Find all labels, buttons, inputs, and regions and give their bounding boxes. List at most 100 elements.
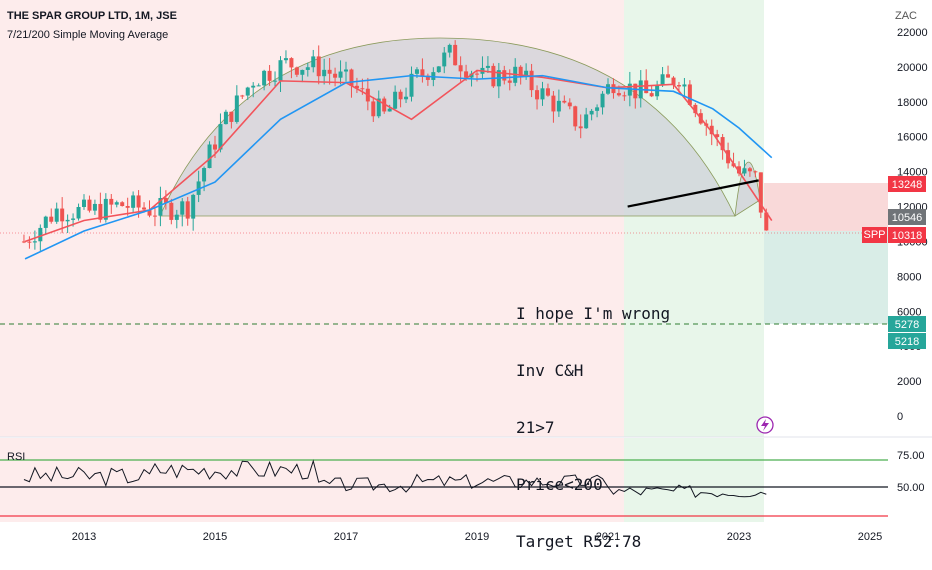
currency-label: ZAC (895, 10, 917, 22)
chart-canvas[interactable]: 0200040006000800010000120001400016000180… (0, 0, 932, 550)
candle-body (38, 227, 43, 242)
candle-body (305, 67, 310, 70)
candle-body (71, 218, 76, 220)
candle-body (27, 241, 32, 243)
candle-body (589, 110, 594, 115)
candle-body (742, 168, 747, 174)
tag-mid: 10546 (892, 212, 923, 224)
candle-body (693, 104, 698, 114)
candle-body (229, 111, 234, 122)
candle-body (414, 69, 419, 74)
candle-body (273, 80, 278, 82)
candle-body (540, 88, 545, 100)
candle-body (152, 215, 157, 217)
y-tick-label: 14000 (897, 167, 928, 179)
candle-body (256, 85, 261, 87)
price-axis: 0200040006000800010000120001400016000180… (897, 27, 928, 423)
candle-body (223, 111, 228, 125)
candle-body (567, 102, 572, 107)
candle-body (382, 98, 387, 112)
candle-body (82, 199, 86, 208)
bullish-background (624, 0, 764, 437)
candle-body (32, 241, 37, 243)
candle-body (671, 77, 676, 86)
candle-body (447, 44, 452, 53)
target-zone (764, 231, 888, 324)
candle-body (109, 198, 114, 205)
note-line-1: I hope I'm wrong (516, 304, 671, 323)
candle-body (349, 69, 354, 86)
tag-mid-bg (888, 209, 926, 225)
candle-body (616, 93, 621, 96)
candle-body (584, 114, 589, 129)
neckline (627, 179, 759, 208)
candle-body (322, 69, 327, 77)
candle-body (163, 198, 168, 203)
candle-body (240, 95, 245, 97)
candle-body (202, 168, 207, 182)
indicator-label[interactable]: 7/21/200 Simple Moving Average (7, 29, 169, 41)
candle-body (545, 88, 550, 96)
chart-title: THE SPAR GROUP LTD, 1M, JSE (7, 10, 177, 22)
candle-body (507, 80, 512, 83)
candle-body (764, 212, 769, 231)
candle-body (578, 126, 583, 129)
candle-body (65, 219, 70, 222)
candle-body (485, 65, 490, 68)
candle-body (316, 56, 321, 77)
candle-body (404, 96, 409, 100)
candle-body (136, 195, 141, 208)
y-tick-label: 16000 (897, 132, 928, 144)
y-tick-label: 18000 (897, 97, 928, 109)
candle-body (551, 95, 556, 112)
candle-body (529, 70, 534, 91)
moving-averages-layer (24, 69, 773, 260)
candle-body (573, 106, 578, 127)
candle-body (518, 66, 523, 76)
candle-body (562, 100, 567, 103)
ma-21-line (24, 74, 773, 260)
candle-body (644, 80, 649, 94)
candle-body (218, 124, 223, 150)
x-tick-label: 2015 (203, 531, 227, 543)
candle-body (376, 98, 381, 117)
candle-body (54, 208, 59, 222)
candle-body (344, 69, 348, 72)
tag-upper-bg (888, 176, 926, 192)
x-tick-label: 2017 (334, 531, 358, 543)
handle-area (734, 161, 761, 217)
lightning-icon[interactable] (756, 416, 774, 434)
candle-body (49, 216, 54, 222)
candle-body (682, 84, 687, 87)
y-tick-label: 22000 (897, 27, 928, 39)
candle-body (425, 75, 430, 80)
tag-target-b: 5218 (895, 336, 919, 348)
note-line-2: Inv C&H (516, 361, 584, 380)
candle-body (245, 87, 250, 96)
candle-body (185, 201, 190, 219)
ticker-badge: SPP (862, 227, 887, 243)
candle-body (120, 202, 125, 207)
candle-body (174, 214, 179, 220)
candle-body (43, 216, 48, 228)
candle-body (283, 58, 288, 61)
rsi-label[interactable]: RSI (7, 451, 26, 463)
candle-body (142, 207, 147, 210)
tag-upper: 13248 (892, 179, 923, 191)
candle-body (622, 95, 627, 97)
candle-body (191, 194, 196, 219)
x-tick-label: 2013 (72, 531, 96, 543)
candle-body (491, 65, 496, 87)
candle-body (354, 85, 359, 89)
candle-body (196, 181, 201, 195)
candle-body (289, 58, 294, 68)
y-tick-label: 20000 (897, 62, 928, 74)
candle-body (300, 69, 305, 75)
candle-body (606, 84, 610, 94)
candle-body (633, 83, 638, 99)
y-tick-label: 2000 (897, 376, 921, 388)
stop-zone (764, 183, 888, 231)
annotation-note[interactable]: I hope I'm wrong Inv C&H 21>7 Price<200 … (516, 266, 670, 570)
candle-body (737, 166, 741, 174)
candle-body (387, 108, 392, 112)
